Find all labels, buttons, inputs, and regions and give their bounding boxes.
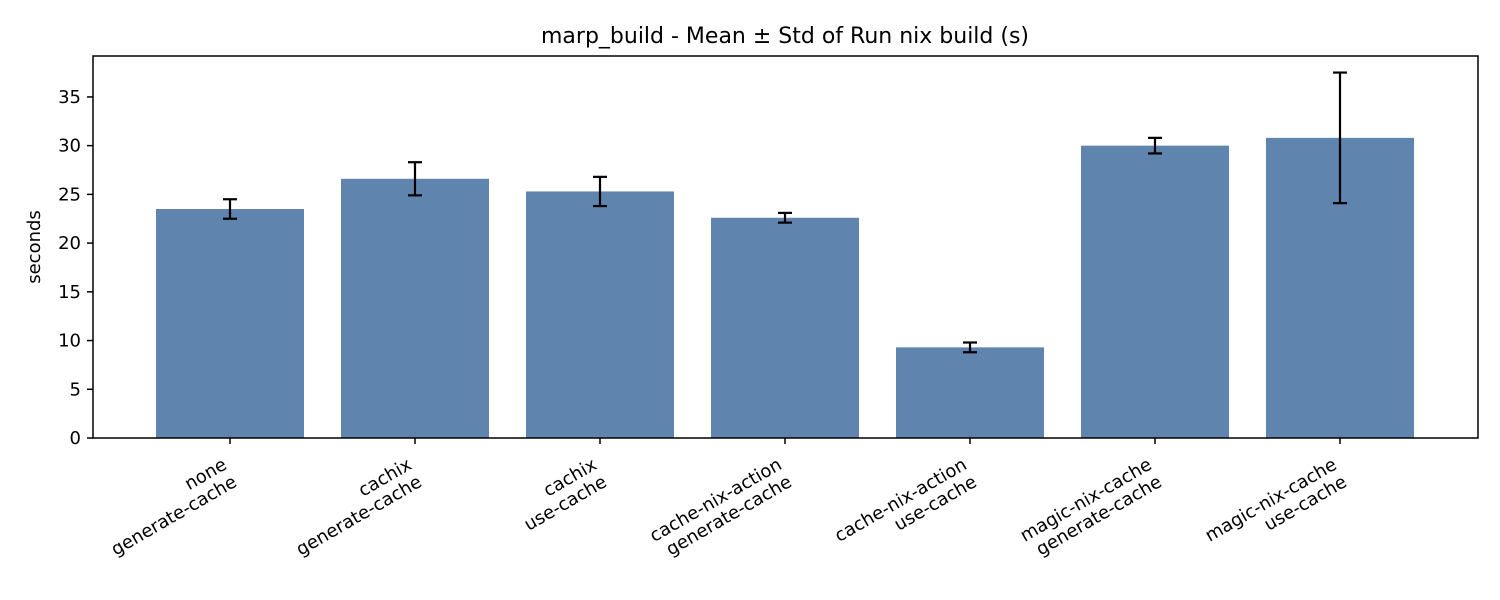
y-tick-label: 25 (58, 184, 81, 205)
y-axis-label: seconds (24, 210, 45, 284)
error-bar (593, 175, 607, 208)
bar (156, 208, 304, 438)
y-tick-label: 10 (58, 331, 81, 352)
error-bar (223, 198, 237, 220)
error-bar (778, 211, 792, 224)
y-tick-label: 20 (58, 233, 81, 254)
y-tick-label: 15 (58, 282, 81, 303)
bar (341, 178, 489, 439)
x-tick-label: nonegenerate-cache (98, 454, 241, 560)
x-tick-label: cache-nix-actiongenerate-cache (646, 454, 795, 564)
y-tick-label: 35 (58, 87, 81, 108)
bar (711, 217, 859, 438)
plot-area: 0 5 10 15 20 25 30 35 nonegenerate-cache cachixge… (58, 71, 1414, 564)
error-bar (408, 161, 422, 197)
chart-title: marp_build - Mean ± Std of Run nix build… (541, 24, 1029, 49)
x-tick-label: magic-nix-cachegenerate-cache (1017, 454, 1166, 564)
y-tick-label: 30 (58, 136, 81, 157)
x-tick-label: cachixgenerate-cache (283, 454, 426, 560)
x-tick-label: magic-nix-cacheuse-cache (1202, 454, 1351, 564)
bar (1081, 145, 1229, 438)
y-tick-label: 0 (70, 428, 81, 449)
y-tick-label: 5 (70, 379, 81, 400)
x-tick-label: cache-nix-actionuse-cache (831, 454, 980, 564)
bar (526, 191, 674, 438)
bar (896, 347, 1044, 438)
error-bar (1148, 136, 1162, 155)
plot-frame (92, 55, 1479, 439)
x-tick-label: cachixuse-cache (511, 454, 611, 536)
error-bar (1333, 71, 1347, 205)
error-bar (963, 341, 977, 354)
